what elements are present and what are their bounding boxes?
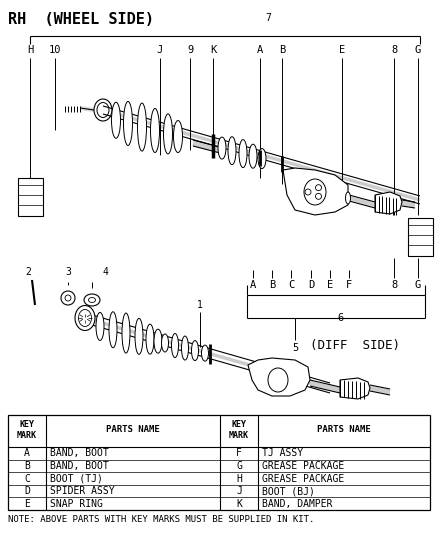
Ellipse shape bbox=[258, 149, 266, 168]
Text: E: E bbox=[327, 280, 333, 290]
Ellipse shape bbox=[151, 109, 159, 152]
Text: 10: 10 bbox=[49, 45, 61, 55]
Text: RH  (WHEEL SIDE): RH (WHEEL SIDE) bbox=[8, 12, 154, 27]
Ellipse shape bbox=[228, 136, 236, 165]
Text: A: A bbox=[24, 448, 30, 458]
Ellipse shape bbox=[201, 345, 208, 361]
Text: A: A bbox=[250, 280, 256, 290]
Ellipse shape bbox=[138, 103, 146, 151]
Ellipse shape bbox=[218, 137, 226, 159]
Text: H: H bbox=[236, 473, 242, 483]
Ellipse shape bbox=[94, 99, 112, 121]
Text: G: G bbox=[415, 280, 421, 290]
Text: B: B bbox=[279, 45, 285, 55]
Bar bbox=[408, 218, 433, 256]
Text: G: G bbox=[236, 461, 242, 471]
Text: SPIDER ASSY: SPIDER ASSY bbox=[50, 486, 115, 496]
Ellipse shape bbox=[112, 102, 120, 138]
Text: B: B bbox=[24, 461, 30, 471]
Ellipse shape bbox=[124, 101, 133, 146]
Text: 7: 7 bbox=[265, 13, 271, 23]
Text: GREASE PACKAGE: GREASE PACKAGE bbox=[262, 473, 344, 483]
Text: A: A bbox=[257, 45, 263, 55]
Ellipse shape bbox=[181, 336, 188, 360]
Ellipse shape bbox=[135, 318, 143, 354]
Ellipse shape bbox=[163, 114, 173, 154]
Text: C: C bbox=[24, 473, 30, 483]
Text: 8: 8 bbox=[391, 280, 397, 290]
Text: GREASE PACKAGE: GREASE PACKAGE bbox=[262, 461, 344, 471]
Text: PARTS NAME: PARTS NAME bbox=[106, 425, 160, 434]
Text: TJ ASSY: TJ ASSY bbox=[262, 448, 303, 458]
Text: BAND, BOOT: BAND, BOOT bbox=[50, 448, 109, 458]
Ellipse shape bbox=[75, 305, 95, 330]
Circle shape bbox=[305, 189, 311, 195]
Ellipse shape bbox=[268, 368, 288, 392]
Circle shape bbox=[315, 193, 321, 199]
Ellipse shape bbox=[304, 179, 326, 205]
Text: G: G bbox=[415, 45, 421, 55]
Text: (DIFF  SIDE): (DIFF SIDE) bbox=[310, 338, 400, 351]
Text: D: D bbox=[308, 280, 314, 290]
Text: C: C bbox=[288, 280, 294, 290]
Text: K: K bbox=[236, 499, 242, 508]
Polygon shape bbox=[340, 378, 370, 399]
Text: K: K bbox=[210, 45, 216, 55]
Ellipse shape bbox=[162, 334, 169, 352]
Text: KEY
MARK: KEY MARK bbox=[17, 421, 37, 440]
Text: D: D bbox=[24, 486, 30, 496]
Text: 1: 1 bbox=[197, 300, 203, 310]
Text: J: J bbox=[236, 486, 242, 496]
Ellipse shape bbox=[97, 102, 109, 117]
Text: BOOT (BJ): BOOT (BJ) bbox=[262, 486, 315, 496]
Text: BAND, DAMPER: BAND, DAMPER bbox=[262, 499, 332, 508]
Text: J: J bbox=[157, 45, 163, 55]
Text: SNAP RING: SNAP RING bbox=[50, 499, 103, 508]
Polygon shape bbox=[248, 358, 310, 396]
Bar bbox=[8, 415, 430, 510]
Text: B: B bbox=[269, 280, 275, 290]
Ellipse shape bbox=[146, 324, 154, 354]
Text: 8: 8 bbox=[391, 45, 397, 55]
Text: 9: 9 bbox=[187, 45, 193, 55]
Text: F: F bbox=[236, 448, 242, 458]
Ellipse shape bbox=[88, 297, 95, 303]
Ellipse shape bbox=[78, 310, 92, 327]
Ellipse shape bbox=[109, 312, 117, 348]
Text: E: E bbox=[24, 499, 30, 508]
Polygon shape bbox=[283, 168, 348, 215]
Ellipse shape bbox=[65, 295, 71, 301]
Ellipse shape bbox=[61, 291, 75, 305]
Polygon shape bbox=[375, 192, 402, 214]
Ellipse shape bbox=[191, 341, 198, 361]
Text: KEY
MARK: KEY MARK bbox=[229, 421, 249, 440]
Ellipse shape bbox=[172, 334, 179, 358]
Text: BAND, BOOT: BAND, BOOT bbox=[50, 461, 109, 471]
Ellipse shape bbox=[239, 140, 247, 167]
Ellipse shape bbox=[122, 313, 130, 353]
Text: PARTS NAME: PARTS NAME bbox=[317, 425, 371, 434]
Text: NOTE: ABOVE PARTS WITH KEY MARKS MUST BE SUPPLIED IN KIT.: NOTE: ABOVE PARTS WITH KEY MARKS MUST BE… bbox=[8, 515, 314, 524]
Text: 5: 5 bbox=[292, 343, 298, 353]
Ellipse shape bbox=[346, 192, 350, 204]
Text: 4: 4 bbox=[102, 267, 108, 277]
Bar bbox=[18, 178, 43, 216]
Circle shape bbox=[315, 184, 321, 191]
Ellipse shape bbox=[84, 294, 100, 306]
Text: F: F bbox=[346, 280, 352, 290]
Text: E: E bbox=[339, 45, 345, 55]
Text: H: H bbox=[27, 45, 33, 55]
Ellipse shape bbox=[173, 120, 183, 152]
Ellipse shape bbox=[154, 329, 162, 353]
Text: 2: 2 bbox=[25, 267, 31, 277]
Text: BOOT (TJ): BOOT (TJ) bbox=[50, 473, 103, 483]
Ellipse shape bbox=[96, 312, 104, 341]
Text: 6: 6 bbox=[337, 313, 343, 323]
Text: 3: 3 bbox=[65, 267, 71, 277]
Ellipse shape bbox=[249, 144, 257, 168]
